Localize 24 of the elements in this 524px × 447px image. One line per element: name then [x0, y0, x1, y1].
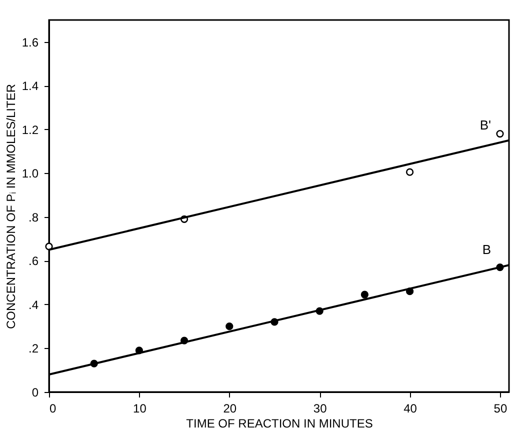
x-tick-label: 40 [404, 402, 418, 416]
y-axis-title: CONCENTRATION OF Pᵢ IN MMOLES/LITER [4, 84, 18, 330]
x-axis-title: TIME OF REACTION IN MINUTES [186, 416, 373, 430]
point [45, 242, 53, 250]
y-tick-label: 1.0 [22, 166, 39, 181]
x-tick-label: 50 [494, 402, 508, 416]
x-tick-label: 30 [313, 402, 328, 416]
x-tick-label: 20 [223, 402, 237, 416]
x-tick-label: 0 [50, 402, 56, 416]
point [496, 130, 504, 138]
y-tick-label: .6 [28, 254, 39, 268]
point [406, 168, 414, 176]
x-tick-label: 10 [133, 402, 147, 416]
y-tick-label: 1.6 [22, 35, 39, 50]
point [360, 290, 368, 298]
y-tick-label: .8 [28, 210, 39, 224]
y-tick-label: 1.2 [22, 122, 39, 137]
point [226, 322, 234, 330]
y-tick-label: .4 [28, 298, 39, 312]
series-label: B [482, 242, 491, 258]
y-tick-label: 0 [32, 386, 39, 400]
y-tick-label: 1.4 [22, 79, 39, 94]
y-tick-label: .2 [28, 342, 39, 356]
series-label: B' [480, 117, 491, 132]
